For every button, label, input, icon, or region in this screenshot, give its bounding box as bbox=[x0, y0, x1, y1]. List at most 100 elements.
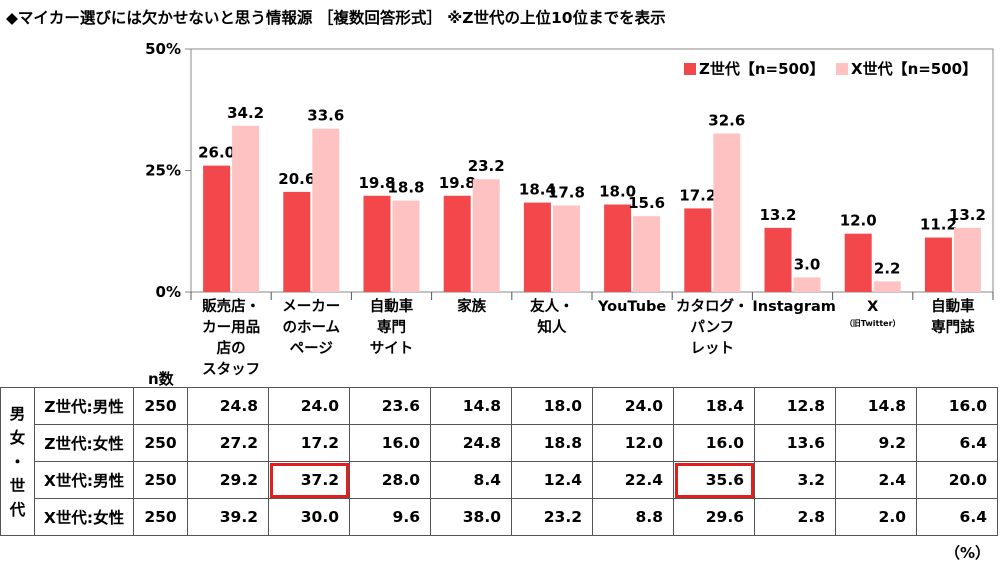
table-row: 男女・世代 Z世代:男性 250 24.8 24.0 23.6 14.8 18.0 24.0 18… bbox=[0, 387, 998, 536]
table-cell: 2.8 bbox=[754, 498, 836, 536]
data-label: 15.6 bbox=[628, 194, 665, 212]
row-n: 250 bbox=[133, 424, 188, 462]
bar bbox=[604, 204, 632, 292]
bar bbox=[232, 125, 260, 293]
category-label-line: のホーム bbox=[282, 320, 341, 336]
bar bbox=[844, 233, 872, 292]
category-label-line: スタッフ bbox=[202, 362, 261, 378]
table-cell: 8.8 bbox=[592, 498, 674, 536]
legend-swatch-z bbox=[684, 63, 696, 75]
category-label: YouTube bbox=[592, 297, 672, 318]
legend-label-x: X世代【n=500】 bbox=[851, 60, 978, 78]
table-cell: 18.8 bbox=[511, 424, 593, 462]
category-label: X （旧Twitter） bbox=[833, 297, 913, 330]
bar bbox=[633, 216, 661, 292]
table-cell: 8.4 bbox=[430, 461, 512, 499]
table-cell: 30.0 bbox=[268, 498, 350, 536]
table-cell: 29.6 bbox=[673, 498, 755, 536]
table-cell-highlighted: 37.2 bbox=[268, 461, 350, 499]
table-cell: 6.4 bbox=[916, 498, 998, 536]
group-label-char: 女 bbox=[9, 428, 26, 447]
data-label: 18.4 bbox=[519, 181, 556, 199]
table-cell: 16.0 bbox=[673, 424, 755, 462]
legend-item-x: X世代【n=500】 bbox=[836, 58, 977, 79]
data-label: 23.2 bbox=[468, 157, 505, 175]
bar bbox=[684, 208, 712, 292]
bar bbox=[523, 202, 551, 292]
category-label-line: カー用品 bbox=[202, 320, 261, 336]
table-cell: 18.4 bbox=[673, 387, 755, 425]
chart-title: ◆マイカー選びには欠かせないと思う情報源 ［複数回答形式］ ※Z世代の上位10位… bbox=[6, 9, 666, 27]
table-row: X世代:男性 250 29.2 37.2 28.0 8.4 12.4 22.4 35.6 3.2 2… bbox=[1, 461, 998, 499]
table-cell: 22.4 bbox=[592, 461, 674, 499]
legend-item-z: Z世代【n=500】 bbox=[684, 58, 824, 79]
table-cell: 3.2 bbox=[754, 461, 836, 499]
category-label-line: カタログ・ bbox=[676, 299, 749, 315]
table-cell-highlighted: 35.6 bbox=[673, 461, 755, 499]
legend-swatch-x bbox=[836, 63, 848, 75]
group-label-char: 世 bbox=[9, 476, 26, 495]
table-cell: 24.8 bbox=[187, 387, 269, 425]
category-label: メーカー のホーム ページ bbox=[271, 297, 351, 360]
bar bbox=[283, 191, 311, 292]
data-label: 18.8 bbox=[387, 179, 424, 197]
table-cell: 27.2 bbox=[187, 424, 269, 462]
group-label: 男女・世代 bbox=[0, 387, 35, 536]
category-label-line: 自動車 bbox=[369, 299, 414, 315]
data-label: 13.2 bbox=[759, 206, 796, 224]
category-label-line: 専門 bbox=[376, 320, 406, 336]
data-label: 18.0 bbox=[599, 183, 636, 201]
y-tick-label: 0% bbox=[156, 283, 181, 300]
category-label: Instagram bbox=[752, 297, 836, 318]
table-cell: 12.8 bbox=[754, 387, 836, 425]
bar bbox=[793, 277, 821, 292]
table-cell: 39.2 bbox=[187, 498, 269, 536]
table-cell: 23.6 bbox=[349, 387, 431, 425]
legend-label-z: Z世代【n=500】 bbox=[699, 60, 825, 78]
bar bbox=[203, 165, 231, 292]
category-label-line: パンフ bbox=[690, 320, 735, 336]
table-cell: 16.0 bbox=[349, 424, 431, 462]
data-label: 32.6 bbox=[708, 112, 745, 130]
bar bbox=[764, 227, 792, 292]
table-cell: 18.0 bbox=[511, 387, 593, 425]
bar bbox=[363, 195, 391, 292]
table-cell: 23.2 bbox=[511, 498, 593, 536]
bar bbox=[713, 133, 741, 292]
table-row: X世代:女性 250 39.2 30.0 9.6 38.0 23.2 8.8 29.6 2.8 2.… bbox=[1, 498, 998, 536]
row-label: Z世代:女性 bbox=[34, 424, 134, 462]
category-label-line: 専門誌 bbox=[931, 320, 975, 336]
data-label: 19.8 bbox=[358, 174, 395, 192]
category-label-line: 自動車 bbox=[931, 299, 975, 315]
category-label-line: 販売店・ bbox=[202, 299, 261, 315]
category-label: カタログ・パンフレット bbox=[672, 297, 752, 360]
table-cell: 9.2 bbox=[835, 424, 917, 462]
unit-note: （%） bbox=[944, 544, 990, 562]
bar bbox=[443, 195, 471, 292]
group-label-char: 代 bbox=[9, 500, 26, 519]
row-label: X世代:男性 bbox=[34, 461, 134, 499]
table-cell: 13.6 bbox=[754, 424, 836, 462]
category-label: 販売店・カー用品店のスタッフ bbox=[191, 297, 271, 381]
row-label: X世代:女性 bbox=[34, 498, 134, 536]
row-n: 250 bbox=[133, 461, 188, 499]
bar bbox=[953, 227, 981, 292]
category-label: 自動車 専門誌 bbox=[913, 297, 993, 339]
category-label: 家族 bbox=[432, 297, 512, 318]
bar bbox=[312, 128, 340, 292]
category-label-line: レット bbox=[690, 341, 735, 357]
table-cell: 38.0 bbox=[430, 498, 512, 536]
row-n: 250 bbox=[133, 387, 188, 425]
category-label-line: 店の bbox=[216, 341, 246, 357]
bar bbox=[873, 281, 901, 292]
data-label: 17.8 bbox=[548, 183, 585, 201]
data-label: 2.2 bbox=[874, 259, 901, 277]
table-cell: 20.0 bbox=[916, 461, 998, 499]
table-cell: 12.4 bbox=[511, 461, 593, 499]
table-cell: 12.0 bbox=[592, 424, 674, 462]
data-label: 20.6 bbox=[278, 170, 315, 188]
table-cell: 2.0 bbox=[835, 498, 917, 536]
table-cell: 14.8 bbox=[835, 387, 917, 425]
data-label: 13.2 bbox=[949, 206, 986, 224]
data-label: 12.0 bbox=[840, 212, 877, 230]
